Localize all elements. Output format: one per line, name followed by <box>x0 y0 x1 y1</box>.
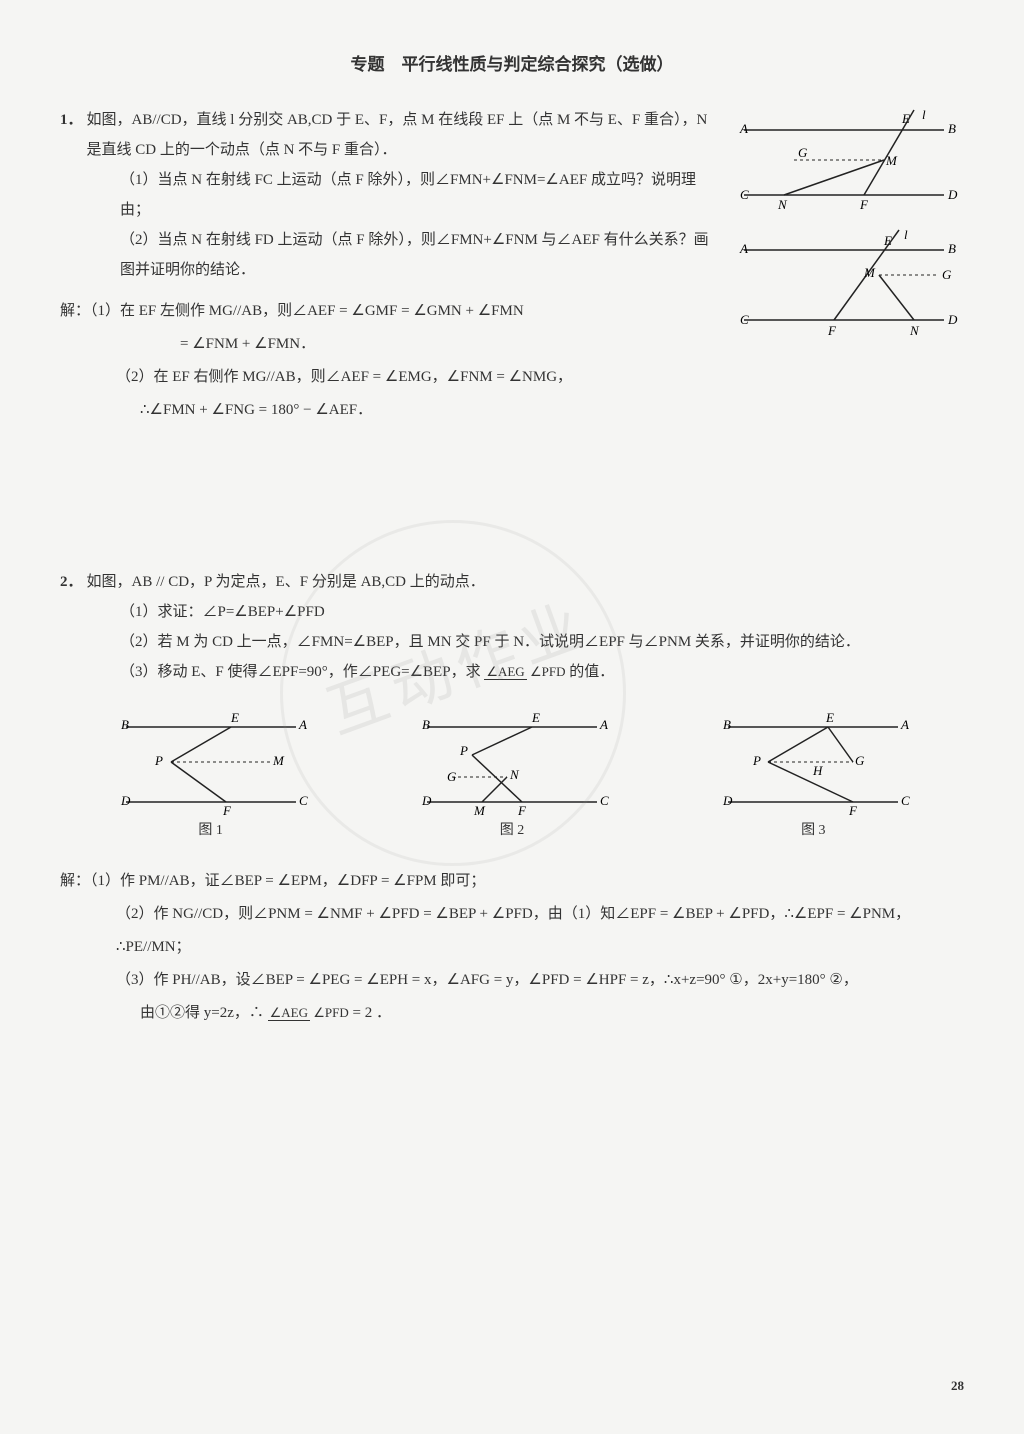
figure-2-2-label: 图 2 <box>412 817 612 845</box>
problem-2-sub1: （1）求证：∠P=∠BEP+∠PFD <box>60 597 964 627</box>
problem-2-answer-2: （2）作 NG//CD，则∠PNM = ∠NMF + ∠PFD = ∠BEP +… <box>60 898 964 964</box>
svg-text:A: A <box>599 717 608 732</box>
svg-text:l: l <box>922 107 926 122</box>
svg-text:G: G <box>447 769 457 784</box>
page-number: 28 <box>951 1378 964 1394</box>
problem-1-answer-2a: （2）在 EF 右侧作 MG//AB，则∠AEF = ∠EMG，∠FNM = ∠… <box>60 361 718 394</box>
svg-text:D: D <box>722 793 733 808</box>
svg-text:D: D <box>947 312 958 327</box>
problem-1: 1． 如图，AB//CD，直线 l 分别交 AB,CD 于 E、F，点 M 在线… <box>60 105 964 427</box>
svg-text:M: M <box>885 153 898 168</box>
svg-text:B: B <box>948 121 956 136</box>
svg-text:E: E <box>531 710 540 725</box>
svg-text:F: F <box>859 197 869 212</box>
problem-2-text: 如图，AB // CD，P 为定点，E、F 分别是 AB,CD 上的动点． <box>87 567 485 597</box>
problem-2-sub3-prefix: （3）移动 E、F 使得∠EPF=90°，作∠PEG=∠BEP，求 <box>120 664 481 680</box>
figure-box-1: B E A P M D F C 图 1 <box>111 707 311 845</box>
figure-1b: A E l B M G C F N D <box>734 225 964 345</box>
svg-text:M: M <box>863 265 876 280</box>
svg-text:H: H <box>812 763 823 778</box>
svg-text:P: P <box>459 743 468 758</box>
figure-2-1-label: 图 1 <box>111 817 311 845</box>
figure-2-1: B E A P M D F C <box>111 707 311 817</box>
problem-1-figures: A E l B G M C N F D A E l B <box>734 105 964 345</box>
svg-text:M: M <box>272 753 285 768</box>
problem-2-answer: 解：（1）作 PM//AB，证∠BEP = ∠EPM，∠DFP = ∠FPM 即… <box>60 865 964 1030</box>
problem-1-sub2: （2）当点 N 在射线 FD 上运动（点 F 除外），则∠FMN+∠FNM 与∠… <box>60 225 718 285</box>
problem-2: 2． 如图，AB // CD，P 为定点，E、F 分别是 AB,CD 上的动点．… <box>60 567 964 1030</box>
problem-1-number: 1． <box>60 105 83 165</box>
problem-1-answer: 解：（1）在 EF 左侧作 MG//AB，则∠AEF = ∠GMF = ∠GMN… <box>60 295 718 427</box>
svg-text:B: B <box>121 717 129 732</box>
svg-text:E: E <box>901 111 910 126</box>
svg-text:A: A <box>900 717 909 732</box>
figure-2-2: B E A P G N D M F C <box>412 707 612 817</box>
svg-text:A: A <box>739 121 748 136</box>
svg-text:E: E <box>883 233 892 248</box>
svg-text:C: C <box>740 187 749 202</box>
svg-text:M: M <box>473 803 486 817</box>
svg-text:C: C <box>299 793 308 808</box>
problem-2-answer-3b: 由①②得 y=2z，∴ ∠AEG ∠PFD = 2 ． <box>60 997 964 1030</box>
figure-box-2: B E A P G N D M F C 图 2 <box>412 707 612 845</box>
svg-text:C: C <box>600 793 609 808</box>
svg-text:N: N <box>909 323 920 338</box>
svg-text:G: G <box>798 145 808 160</box>
svg-text:B: B <box>948 241 956 256</box>
problem-2-sub2: （2）若 M 为 CD 上一点，∠FMN=∠BEP，且 MN 交 PF 于 N．… <box>60 627 964 657</box>
problem-2-number: 2． <box>60 567 83 597</box>
svg-text:D: D <box>421 793 432 808</box>
svg-text:B: B <box>422 717 430 732</box>
problem-2-sub3: （3）移动 E、F 使得∠EPF=90°，作∠PEG=∠BEP，求 ∠AEG ∠… <box>60 657 964 687</box>
fraction-aeg-pfd: ∠AEG ∠PFD <box>484 665 565 679</box>
problem-1-sub1: （1）当点 N 在射线 FC 上运动（点 F 除外），则∠FMN+∠FNM=∠A… <box>60 165 718 225</box>
svg-text:D: D <box>120 793 131 808</box>
svg-text:P: P <box>752 753 761 768</box>
figure-1a: A E l B G M C N F D <box>734 105 964 215</box>
problem-1-text: 如图，AB//CD，直线 l 分别交 AB,CD 于 E、F，点 M 在线段 E… <box>87 105 718 165</box>
problem-2-answer-1: 解：（1）作 PM//AB，证∠BEP = ∠EPM，∠DFP = ∠FPM 即… <box>60 865 964 898</box>
figure-2-3-label: 图 3 <box>713 817 913 845</box>
svg-text:C: C <box>740 312 749 327</box>
svg-text:E: E <box>825 710 834 725</box>
svg-text:E: E <box>230 710 239 725</box>
svg-text:G: G <box>855 753 865 768</box>
problem-1-answer-2b: ∴∠FMN + ∠FNG = 180° − ∠AEF． <box>60 394 718 427</box>
problem-1-answer-1a: 解：（1）在 EF 左侧作 MG//AB，则∠AEF = ∠GMF = ∠GMN… <box>60 295 718 328</box>
svg-text:A: A <box>298 717 307 732</box>
problem-2-sub3-suffix: 的值． <box>569 664 614 680</box>
svg-text:P: P <box>154 753 163 768</box>
svg-text:B: B <box>723 717 731 732</box>
svg-text:C: C <box>901 793 910 808</box>
page-title: 专题 平行线性质与判定综合探究（选做） <box>60 50 964 75</box>
problem-2-figures: B E A P M D F C 图 1 B E A P <box>60 707 964 845</box>
problem-1-answer-1b: = ∠FNM + ∠FMN． <box>60 328 718 361</box>
figure-2-3: B E A P H G D F C <box>713 707 913 817</box>
svg-text:F: F <box>222 803 232 817</box>
svg-text:F: F <box>827 323 837 338</box>
svg-text:F: F <box>517 803 527 817</box>
svg-text:N: N <box>509 767 520 782</box>
svg-text:N: N <box>777 197 788 212</box>
svg-text:A: A <box>739 241 748 256</box>
fraction-aeg-pfd-2: ∠AEG ∠PFD <box>268 1006 349 1020</box>
figure-box-3: B E A P H G D F C 图 3 <box>713 707 913 845</box>
svg-text:G: G <box>942 267 952 282</box>
svg-text:D: D <box>947 187 958 202</box>
svg-text:l: l <box>904 227 908 242</box>
problem-2-answer-3a: （3）作 PH//AB，设∠BEP = ∠PEG = ∠EPH = x，∠AFG… <box>60 964 964 997</box>
svg-text:F: F <box>848 803 858 817</box>
